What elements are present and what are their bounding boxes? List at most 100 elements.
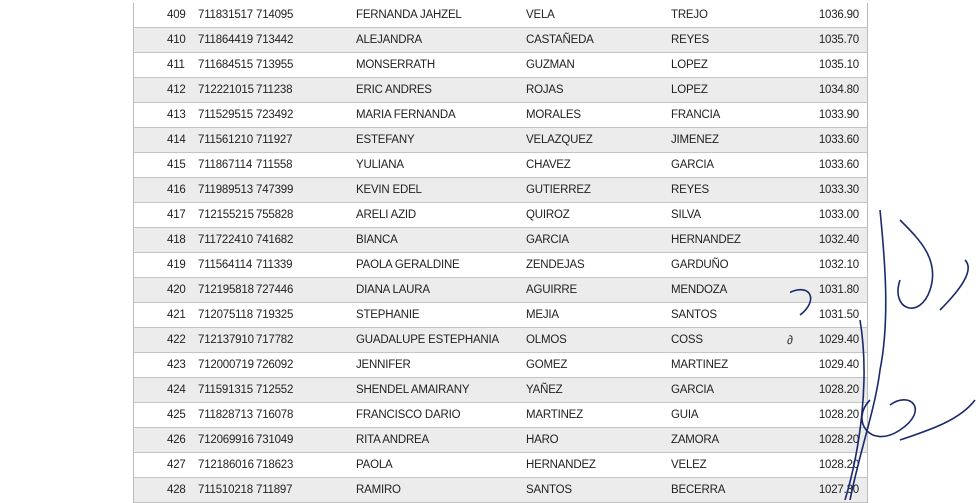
- maternal-surname: ZAMORA: [671, 434, 719, 446]
- maternal-surname: BECERRA: [671, 484, 726, 496]
- row-number: 422: [167, 334, 186, 346]
- folio: 731049: [256, 434, 294, 446]
- paternal-surname: ROJAS: [526, 84, 564, 96]
- table-row: 414 711561210 711927 ESTEFANY VELAZQUEZ JIMEN…: [134, 128, 867, 153]
- paternal-surname: VELAZQUEZ: [526, 134, 593, 146]
- paternal-surname: MORALES: [526, 109, 581, 121]
- first-name: PAOLA: [356, 459, 393, 471]
- paternal-surname: HARO: [526, 434, 559, 446]
- folio: 711897: [256, 484, 293, 496]
- table-row: 424 711591315 712552 SHENDEL AMAIRANY YAÑEZ G…: [134, 378, 867, 403]
- row-number: 414: [167, 134, 186, 146]
- paternal-surname: GOMEZ: [526, 359, 568, 371]
- folio: 716078: [256, 409, 294, 421]
- maternal-surname: LOPEZ: [671, 84, 708, 96]
- score: 1028.20: [818, 459, 859, 471]
- maternal-surname: SANTOS: [671, 309, 717, 321]
- maternal-surname: TREJO: [671, 9, 708, 21]
- row-number: 424: [167, 384, 186, 396]
- folio: 747399: [256, 184, 294, 196]
- id-number: 711867114: [198, 159, 253, 171]
- score: 1028.20: [818, 384, 859, 396]
- score: 1029.40: [818, 334, 859, 346]
- table-row: 426 712069916 731049 RITA ANDREA HARO ZAMORA 1…: [134, 428, 867, 453]
- table-row: 410 711864419 713442 ALEJANDRA CASTAÑEDA REYE…: [134, 28, 867, 53]
- id-number: 712000719: [198, 359, 254, 371]
- paternal-surname: HERNANDEZ: [526, 459, 596, 471]
- row-number: 418: [167, 234, 186, 246]
- paternal-surname: MEJIA: [526, 309, 559, 321]
- id-number: 711989513: [198, 184, 253, 196]
- table-row: 416 711989513 747399 KEVIN EDEL GUTIERREZ REY…: [134, 178, 867, 203]
- score: 1029.40: [818, 359, 859, 371]
- id-number: 711828713: [198, 409, 253, 421]
- folio: 711927: [256, 134, 293, 146]
- paternal-surname: GUTIERREZ: [526, 184, 591, 196]
- score: 1036.90: [818, 9, 859, 21]
- row-number: 411: [167, 59, 185, 71]
- paternal-surname: YAÑEZ: [526, 384, 563, 396]
- table-row: 423 712000719 726092 JENNIFER GOMEZ MARTINEZ 1…: [134, 353, 867, 378]
- table-row: 421 712075118 719325 STEPHANIE MEJIA SANTOS 10…: [134, 303, 867, 328]
- id-number: 711561210: [198, 134, 253, 146]
- table-row: 409 711831517 714095 FERNANDA JAHZEL VELA TRE…: [134, 3, 867, 28]
- table-row: 415 711867114 711558 YULIANA CHAVEZ GARCIA 103…: [134, 153, 867, 178]
- folio: 727446: [256, 284, 294, 296]
- table-row: 413 711529515 723492 MARIA FERNANDA MORALES F…: [134, 103, 867, 128]
- maternal-surname: COSS: [671, 334, 703, 346]
- folio: 713955: [256, 59, 294, 71]
- id-number: 712155215: [198, 209, 254, 221]
- folio: 723492: [256, 109, 294, 121]
- first-name: SHENDEL AMAIRANY: [356, 384, 470, 396]
- score: 1032.40: [818, 234, 859, 246]
- maternal-surname: VELEZ: [671, 459, 707, 471]
- maternal-surname: REYES: [671, 34, 709, 46]
- maternal-surname: REYES: [671, 184, 709, 196]
- folio: 755828: [256, 209, 294, 221]
- folio: 711339: [256, 259, 293, 271]
- paternal-surname: GUZMAN: [526, 59, 575, 71]
- folio: 726092: [256, 359, 294, 371]
- paternal-surname: AGUIRRE: [526, 284, 577, 296]
- maternal-surname: MENDOZA: [671, 284, 728, 296]
- first-name: PAOLA GERALDINE: [356, 259, 460, 271]
- first-name: RITA ANDREA: [356, 434, 429, 446]
- first-name: YULIANA: [356, 159, 404, 171]
- first-name: FERNANDA JAHZEL: [356, 9, 462, 21]
- folio: 718623: [256, 459, 294, 471]
- first-name: STEPHANIE: [356, 309, 420, 321]
- table-row: 425 711828713 716078 FRANCISCO DARIO MARTINE…: [134, 403, 867, 428]
- id-number: 711722410: [198, 234, 253, 246]
- first-name: JENNIFER: [356, 359, 411, 371]
- id-number: 712075118: [198, 309, 253, 321]
- id-number: 711591315: [198, 384, 253, 396]
- table-row: 427 712186016 718623 PAOLA HERNANDEZ VELEZ 102…: [134, 453, 867, 478]
- score: 1031.50: [818, 309, 859, 321]
- id-number: 711510218: [198, 484, 253, 496]
- id-number: 712137910: [198, 334, 254, 346]
- score: 1033.00: [818, 209, 859, 221]
- row-number: 415: [167, 159, 186, 171]
- row-number: 423: [167, 359, 186, 371]
- first-name: ARELI AZID: [356, 209, 416, 221]
- score: 1028.20: [818, 434, 859, 446]
- first-name: ESTEFANY: [356, 134, 415, 146]
- first-name: RAMIRO: [356, 484, 401, 496]
- table-row: 419 711564114 711339 PAOLA GERALDINE ZENDEJA…: [134, 253, 867, 278]
- table-row: 428 711510218 711897 RAMIRO SANTOS BECERRA 102…: [134, 478, 867, 503]
- handwritten-mark: ∂: [787, 333, 793, 347]
- id-number: 711529515: [198, 109, 253, 121]
- folio: 713442: [256, 34, 294, 46]
- row-number: 409: [167, 9, 186, 21]
- score: 1028.20: [818, 409, 859, 421]
- row-number: 413: [167, 109, 186, 121]
- paternal-surname: GARCIA: [526, 234, 569, 246]
- paternal-surname: QUIROZ: [526, 209, 570, 221]
- score: 1033.60: [818, 134, 859, 146]
- score: 1031.80: [818, 284, 859, 296]
- maternal-surname: MARTINEZ: [671, 359, 728, 371]
- folio: 714095: [256, 9, 294, 21]
- row-number: 416: [167, 184, 186, 196]
- id-number: 712195818: [198, 284, 254, 296]
- table-row: 411 711684515 713955 MONSERRATH GUZMAN LOPEZ 1…: [134, 53, 867, 78]
